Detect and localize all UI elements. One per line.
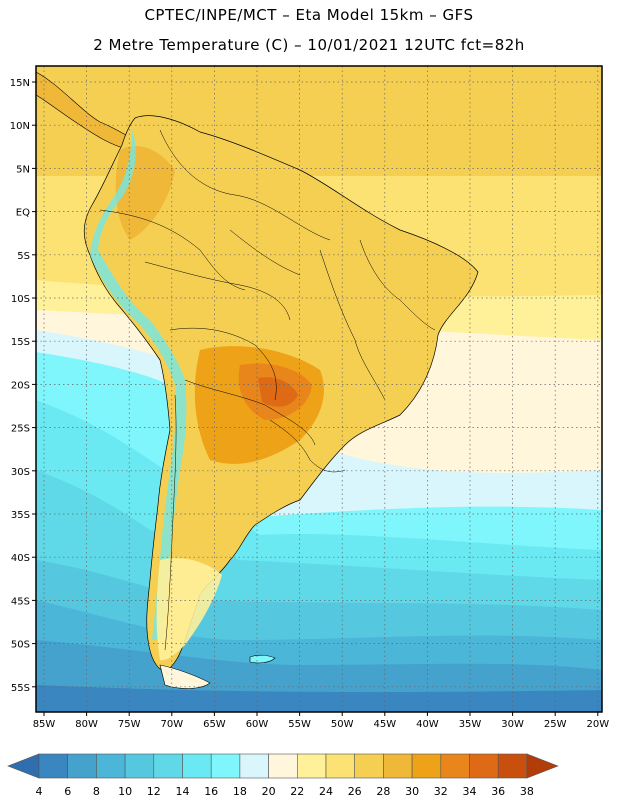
colorbar-swatch [354,753,384,779]
lon-label: 20W [586,719,609,730]
lat-label: 10S [11,294,30,305]
lon-label: 30W [501,719,524,730]
map-frame [35,65,603,713]
lat-label: 20S [11,380,30,391]
colorbar-label: 22 [290,785,304,798]
colorbar-label: 28 [376,785,390,798]
colorbar: 4 6 8 10 12 14 16 18 20 22 24 26 28 30 32 34 36 38 [7,753,559,798]
colorbar-label: 16 [204,785,218,798]
lat-label: 50S [11,640,30,651]
lon-label: 25W [544,719,567,730]
colorbar-arrow-low [7,753,40,779]
colorbar-swatch [411,753,442,779]
colorbar-swatch [239,753,269,779]
map-title-line-2: 2 Metre Temperature (C) – 10/01/2021 12U… [93,36,525,54]
lon-label: 85W [33,719,56,730]
colorbar-label: 36 [491,785,505,798]
border-bolivia [169,327,277,401]
lat-label: 35S [11,510,30,521]
lon-label: 45W [373,719,396,730]
colorbar-label: 34 [463,785,477,798]
lon-label: 80W [75,719,98,730]
lat-label: 15S [11,337,30,348]
colorbar-swatch [325,753,356,779]
lon-label: 60W [246,719,269,730]
lat-label: 25S [11,424,30,435]
lon-label: 40W [416,719,439,730]
border-brazil-states-2 [359,239,436,331]
colorbar-label: 30 [405,785,419,798]
falkland-islands [249,654,276,664]
colorbar-label: 8 [93,785,100,798]
lon-label: 75W [118,719,141,730]
lon-label: 70W [160,719,183,730]
latitude-labels: 15N 10N 5N EQ 5S 10S 15S 20S 25S 30S 35S 40S 45S 50S 5… [10,78,30,694]
lon-label: 50W [331,719,354,730]
colorbar-swatch [210,753,241,779]
colorbar-label: 20 [262,785,276,798]
lon-label: 35W [459,719,482,730]
colorbar-swatch [469,753,499,779]
lon-label: 55W [288,719,311,730]
colorbar-swatch [182,753,212,779]
colorbar-swatch [497,753,528,779]
colorbar-label: 26 [348,785,362,798]
border-brazil-states-1 [319,249,386,401]
lat-label: 5S [17,251,30,262]
colorbar-label: 4 [36,785,43,798]
map-title-line-1: CPTEC/INPE/MCT – Eta Model 15km – GFS [144,6,474,24]
lon-label: 65W [203,719,226,730]
lat-label: 30S [11,467,30,478]
tierra-del-fuego [159,664,211,689]
lat-label: 40S [11,553,30,564]
lat-label: 55S [11,683,30,694]
border-uruguay [269,419,346,473]
colorbar-label: 10 [118,785,132,798]
ocean-band-6 [36,685,602,712]
colorbar-swatch [268,753,298,779]
colorbar-label: 14 [176,785,190,798]
colorbar-swatch [383,753,413,779]
colorbar-swatch [296,753,327,779]
colorbar-label: 12 [147,785,161,798]
colorbar-label: 6 [64,785,71,798]
lat-label: 5N [16,164,30,175]
lat-label: 10N [10,121,30,132]
colorbar-swatch [67,753,97,779]
border-brazil-states-3 [229,229,301,276]
colorbar-arrow-high [526,753,559,779]
colorbar-label: 32 [434,785,448,798]
colorbar-label: 24 [319,785,333,798]
colorbar-swatch [38,753,69,779]
axis-ticks [32,81,599,716]
lat-label: 15N [10,78,30,89]
longitude-labels: 85W 80W 75W 70W 65W 60W 55W 50W 45W 40W 35W 30W 25W 2… [33,719,610,730]
colorbar-label: 38 [520,785,534,798]
border-paraguay-argentina [184,379,316,446]
lat-label: EQ [16,208,30,219]
patagonia-cool-zone [156,558,222,661]
colorbar-swatch [153,753,183,779]
colorbar-swatch [440,753,470,779]
border-venezuela-colombia [159,129,331,241]
colorbar-swatch [96,753,126,779]
colorbar-swatch [124,753,155,779]
lat-label: 45S [11,596,30,607]
colorbar-label: 18 [233,785,247,798]
map-field [36,66,602,712]
